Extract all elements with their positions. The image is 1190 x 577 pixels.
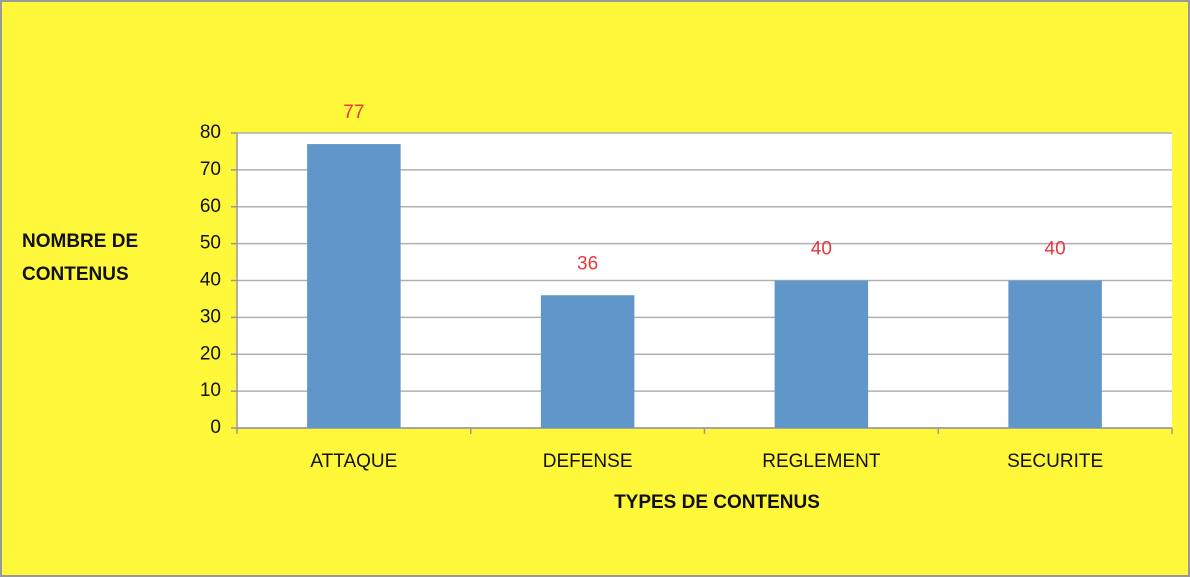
y-tick-label: 40	[200, 270, 221, 291]
bar	[1008, 280, 1102, 428]
data-label: 36	[577, 253, 598, 274]
bar	[540, 295, 635, 428]
y-tick-label: 20	[200, 343, 221, 364]
data-label: 77	[343, 102, 364, 123]
x-tick-label: ATTAQUE	[310, 451, 397, 472]
y-tick-label: 50	[200, 233, 221, 254]
y-tick-label: 60	[200, 196, 221, 217]
x-tick-label: REGLEMENT	[762, 451, 881, 472]
data-label: 40	[811, 239, 832, 260]
x-axis-title: TYPES DE CONTENUS	[614, 492, 820, 513]
y-tick-label: 30	[200, 306, 221, 327]
y-tick-label: 0	[210, 417, 221, 438]
data-label: 40	[1045, 239, 1066, 260]
bar	[774, 280, 869, 428]
x-tick-label: SECURITE	[1007, 451, 1103, 472]
x-tick-label: DEFENSE	[543, 451, 633, 472]
y-tick-label: 80	[200, 122, 221, 143]
bar	[307, 144, 401, 428]
y-tick-label: 70	[200, 159, 221, 180]
y-axis-title: NOMBRE DE CONTENUS	[22, 231, 139, 285]
y-tick-label: 10	[200, 380, 221, 401]
